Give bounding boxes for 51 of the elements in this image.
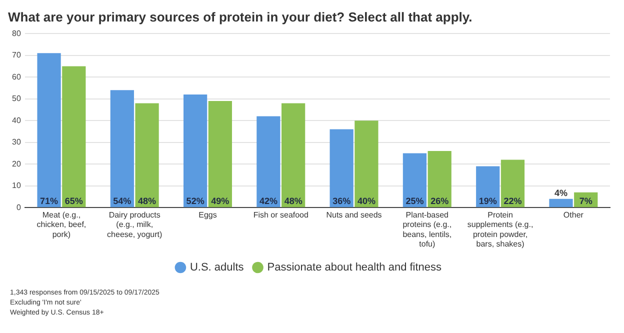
y-tick-label: 70: [12, 50, 22, 60]
bar: [62, 66, 86, 208]
chart-title: What are your primary sources of protein in your diet? Select all that apply.: [8, 9, 472, 24]
y-tick-label: 80: [12, 28, 22, 38]
bar: [500, 160, 525, 208]
bar: [282, 103, 306, 208]
x-tick-label: Meat (e.g., chicken, beef, pork): [36, 210, 86, 239]
bar: [135, 103, 159, 208]
data-label: 52%: [186, 196, 204, 206]
y-tick-label: 40: [12, 116, 22, 125]
data-label: 48%: [138, 196, 156, 206]
bar: [256, 116, 280, 208]
data-label: 22%: [504, 196, 522, 206]
x-tick-label: Dairy products (e.g., milk, cheese, yogurt): [107, 210, 163, 239]
bar: [549, 198, 573, 208]
x-tick-label: Eggs: [198, 210, 217, 220]
bar: [208, 101, 232, 208]
y-tick-label: 50: [12, 94, 22, 104]
bar: [354, 120, 378, 208]
data-label: 65%: [64, 196, 83, 206]
bar: [428, 151, 452, 208]
y-tick-label: 30: [12, 138, 22, 147]
bar: [330, 129, 354, 208]
legend-label: U.S. adults: [190, 262, 244, 274]
y-tick-label: 10: [12, 181, 22, 190]
bar: [37, 53, 61, 208]
y-tick-label: 0: [16, 202, 22, 212]
data-label: 36%: [332, 196, 351, 206]
x-tick-label: Nuts and seeds: [326, 210, 382, 220]
data-label: 54%: [113, 196, 132, 206]
data-label: 19%: [478, 196, 497, 206]
data-label: 25%: [406, 196, 424, 206]
x-tick-label: Fish or seafood: [253, 210, 308, 220]
data-label: 48%: [284, 196, 302, 206]
bar: [110, 90, 134, 208]
data-label: 26%: [430, 196, 449, 206]
bar: [402, 153, 427, 208]
data-label: 40%: [357, 196, 376, 206]
bar: [184, 94, 208, 208]
y-tick-label: 60: [12, 72, 22, 82]
data-label: 42%: [259, 196, 278, 206]
bar: [476, 166, 500, 208]
y-tick-label: 20: [12, 159, 22, 168]
x-tick-label: Plant-based proteins (e.g., beans, lentils, tofu): [402, 210, 452, 248]
data-label: 7%: [579, 196, 592, 206]
x-tick-label: Protein supplements (e.g., protein powder, bars, shakes): [467, 210, 534, 248]
x-tick-label: Other: [563, 210, 584, 220]
data-label: 71%: [40, 196, 58, 206]
data-label: 49%: [211, 196, 230, 206]
legend-label: Passionate about health and fitness: [267, 262, 442, 274]
data-label: 4%: [554, 188, 568, 198]
